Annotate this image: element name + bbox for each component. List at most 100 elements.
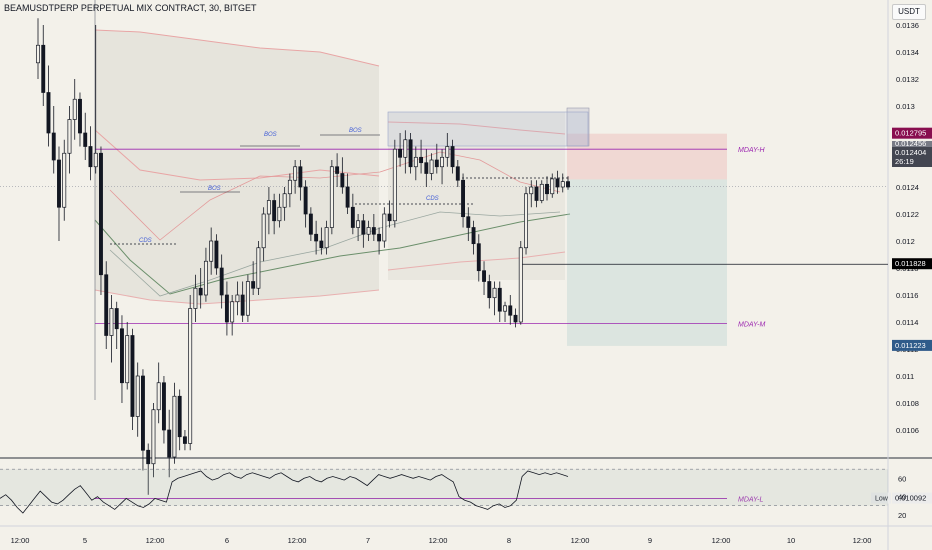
price-axis-tick: 0.0132 <box>896 75 919 84</box>
candle-body <box>303 186 308 215</box>
time-axis-tick: 10 <box>787 536 795 545</box>
time-axis-tick: 12:00 <box>712 536 731 545</box>
candle-body <box>403 139 408 158</box>
candle-body <box>518 247 523 323</box>
candle-body <box>324 227 329 249</box>
level-label: MDAY-L <box>738 497 764 504</box>
candle-body <box>235 294 240 303</box>
candle-body <box>251 281 256 289</box>
candle-body <box>67 119 72 154</box>
candle-body <box>335 166 340 174</box>
price-label-bg <box>892 141 932 147</box>
price-label-bg <box>892 127 932 139</box>
candle-body <box>455 166 460 181</box>
inner-band-line <box>109 151 561 241</box>
candle-body <box>41 44 46 93</box>
candle-body <box>214 240 219 269</box>
candle-body <box>224 294 229 323</box>
candle-body <box>356 220 361 228</box>
price-label: 0.010092 <box>895 494 926 503</box>
candle-body <box>555 178 560 188</box>
candle-body <box>272 200 277 222</box>
candle-body <box>293 166 298 181</box>
time-axis-tick: 8 <box>507 536 511 545</box>
candle-body <box>560 181 565 188</box>
level-label: MDAY-H <box>738 147 766 154</box>
time-axis-tick: 5 <box>83 536 87 545</box>
price-label: 0.011223 <box>895 341 926 350</box>
candle-body <box>109 308 114 336</box>
price-label-bg <box>892 258 932 270</box>
currency-button[interactable]: USDT <box>892 4 926 20</box>
candle-body <box>104 274 109 336</box>
annotation-label: BOS <box>349 128 362 134</box>
target-zone <box>567 179 727 346</box>
rsi-axis-tick: 60 <box>898 474 906 483</box>
candle-body <box>461 179 465 218</box>
candle-body <box>78 98 82 134</box>
candle-body <box>287 179 292 195</box>
price-axis-tick: 0.0124 <box>896 183 919 192</box>
candle-body <box>219 267 224 296</box>
candle-body <box>503 305 507 312</box>
candle-body <box>482 270 486 282</box>
rsi-line <box>0 470 569 514</box>
price-axis-tick: 0.012 <box>896 237 915 246</box>
candle-body <box>298 166 303 188</box>
candle-body <box>230 301 235 323</box>
candle-body <box>440 156 445 168</box>
candle-body <box>57 159 61 208</box>
candle-body <box>36 44 40 64</box>
candle-body <box>51 132 56 161</box>
level-label: MDAY-M <box>738 321 766 328</box>
candle-body <box>392 148 397 222</box>
candle-body <box>387 213 392 222</box>
outer-band-line <box>109 211 561 297</box>
candle-body <box>46 92 51 134</box>
chart-title: BEAMUSDTPERP PERPETUAL MIX CONTRACT, 30,… <box>4 3 257 13</box>
candle-body <box>146 449 151 465</box>
candle-body <box>266 200 271 215</box>
price-label-bg <box>892 339 932 351</box>
candle-body <box>261 213 266 249</box>
annotation-label: CDS <box>426 196 439 202</box>
candle-body <box>524 193 528 249</box>
candle-body <box>177 395 182 438</box>
candle-body <box>135 375 140 417</box>
candle-body <box>277 206 282 222</box>
moving-average-line <box>94 213 571 295</box>
candle-body <box>471 227 476 245</box>
candle-body <box>198 287 203 296</box>
candle-body <box>245 281 250 316</box>
candle-body <box>371 227 376 235</box>
candle-body <box>429 159 434 174</box>
candle-body <box>256 247 261 289</box>
time-axis-tick: 12:00 <box>429 536 448 545</box>
price-label: 0.011828 <box>895 259 926 268</box>
candle-body <box>508 305 513 316</box>
candle-body <box>408 139 413 168</box>
candle-body <box>62 152 67 208</box>
candle-body <box>419 156 424 164</box>
price-label-bg <box>892 492 932 504</box>
candle-body <box>424 162 429 174</box>
candle-body <box>366 227 371 235</box>
candle-body <box>120 328 124 384</box>
candle-body <box>141 375 145 451</box>
candle-body <box>72 98 77 120</box>
price-axis-tick: 0.0136 <box>896 21 919 30</box>
candle-body <box>534 186 539 201</box>
price-axis-tick: 0.0134 <box>896 48 919 57</box>
low-label: Low <box>875 496 889 503</box>
candle-body <box>99 152 103 276</box>
price-axis-tick: 0.0114 <box>896 318 918 327</box>
price-axis-tick: 0.013 <box>896 102 915 111</box>
envelope-upper-line-2 <box>387 121 566 135</box>
candle-body <box>282 193 287 208</box>
candle-body <box>125 335 130 384</box>
time-axis-tick: 12:00 <box>146 536 165 545</box>
candle-body <box>240 294 245 316</box>
candle-body <box>172 395 177 458</box>
